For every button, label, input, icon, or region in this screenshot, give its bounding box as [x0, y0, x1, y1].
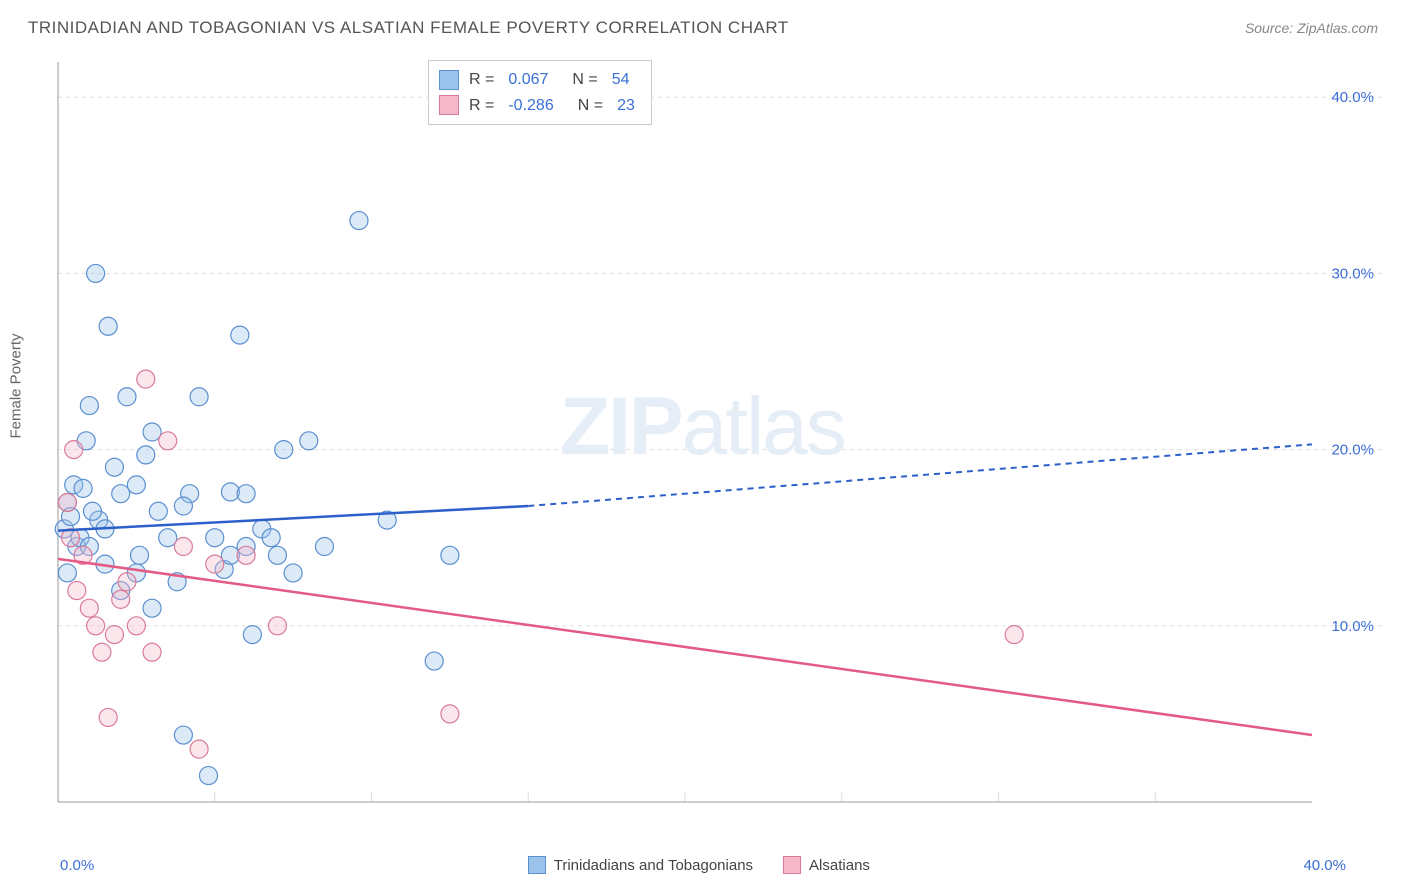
- legend-item-trinidadians: Trinidadians and Tobagonians: [528, 856, 753, 874]
- legend-item-alsatians: Alsatians: [783, 856, 870, 874]
- r-label: R =: [469, 93, 494, 119]
- correlation-legend-row-1: R = 0.067 N = 54: [439, 67, 635, 93]
- swatch-trinidadians-icon: [439, 70, 459, 90]
- svg-text:20.0%: 20.0%: [1331, 442, 1374, 459]
- x-tick-max: 40.0%: [1303, 857, 1346, 874]
- source-label: Source: ZipAtlas.com: [1245, 20, 1378, 36]
- swatch-alsatians-icon: [783, 856, 801, 874]
- series-legend: Trinidadians and Tobagonians Alsatians: [528, 856, 870, 874]
- scatter-chart-svg: 10.0% 20.0% 30.0% 40.0%: [52, 56, 1382, 832]
- legend-label: Alsatians: [809, 857, 870, 874]
- chart-header: TRINIDADIAN AND TOBAGONIAN VS ALSATIAN F…: [28, 18, 1378, 38]
- swatch-alsatians-icon: [439, 95, 459, 115]
- correlation-legend-row-2: R = -0.286 N = 23: [439, 93, 635, 119]
- n-label: N =: [572, 67, 597, 93]
- swatch-trinidadians-icon: [528, 856, 546, 874]
- r-value-1: 0.067: [508, 67, 548, 93]
- chart-area: 10.0% 20.0% 30.0% 40.0%: [52, 56, 1382, 832]
- n-value-1: 54: [612, 67, 630, 93]
- r-value-2: -0.286: [508, 93, 553, 119]
- svg-text:10.0%: 10.0%: [1331, 618, 1374, 635]
- r-label: R =: [469, 67, 494, 93]
- correlation-legend-box: R = 0.067 N = 54 R = -0.286 N = 23: [428, 60, 652, 125]
- legend-label: Trinidadians and Tobagonians: [554, 857, 753, 874]
- n-value-2: 23: [617, 93, 635, 119]
- bottom-legend: 0.0% Trinidadians and Tobagonians Alsati…: [0, 856, 1406, 874]
- y-axis-label: Female Poverty: [8, 333, 25, 438]
- n-label: N =: [578, 93, 603, 119]
- svg-text:40.0%: 40.0%: [1331, 89, 1374, 106]
- chart-title: TRINIDADIAN AND TOBAGONIAN VS ALSATIAN F…: [28, 18, 789, 38]
- svg-text:30.0%: 30.0%: [1331, 265, 1374, 282]
- x-tick-min: 0.0%: [60, 857, 94, 874]
